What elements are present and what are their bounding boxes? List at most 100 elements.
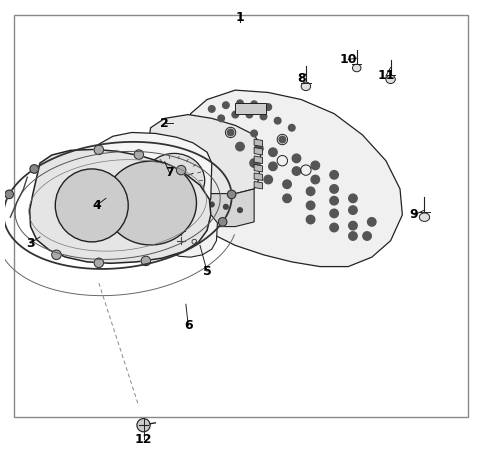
Ellipse shape: [420, 213, 430, 221]
Circle shape: [311, 161, 320, 169]
Circle shape: [330, 223, 338, 232]
Circle shape: [306, 201, 315, 210]
Circle shape: [348, 194, 357, 202]
Text: 4: 4: [92, 199, 101, 212]
Polygon shape: [254, 148, 263, 155]
Circle shape: [275, 118, 281, 124]
Circle shape: [200, 209, 204, 213]
Circle shape: [251, 130, 257, 137]
Circle shape: [330, 170, 338, 179]
Circle shape: [5, 190, 13, 199]
Circle shape: [246, 111, 252, 118]
Circle shape: [177, 165, 186, 175]
Polygon shape: [151, 160, 254, 227]
Circle shape: [209, 202, 214, 207]
Circle shape: [292, 167, 300, 175]
Circle shape: [368, 218, 376, 226]
Polygon shape: [167, 210, 217, 257]
Circle shape: [265, 104, 272, 110]
Ellipse shape: [100, 158, 152, 205]
Text: 11: 11: [377, 69, 395, 83]
Polygon shape: [148, 115, 261, 194]
Polygon shape: [145, 185, 151, 191]
Circle shape: [283, 194, 291, 202]
Circle shape: [306, 187, 315, 195]
Ellipse shape: [55, 169, 128, 242]
Circle shape: [250, 159, 258, 167]
Circle shape: [237, 100, 243, 107]
Circle shape: [254, 144, 263, 153]
Circle shape: [141, 256, 151, 266]
Text: 7: 7: [165, 166, 174, 179]
Circle shape: [260, 113, 267, 120]
Circle shape: [218, 115, 225, 122]
Circle shape: [224, 204, 228, 209]
Circle shape: [52, 250, 61, 260]
Text: 6: 6: [184, 319, 192, 332]
Circle shape: [330, 196, 338, 205]
Circle shape: [348, 221, 357, 230]
Circle shape: [348, 206, 357, 214]
Circle shape: [251, 101, 257, 108]
Circle shape: [223, 102, 229, 109]
Text: 12: 12: [135, 433, 152, 446]
Circle shape: [348, 232, 357, 240]
Circle shape: [137, 419, 150, 432]
Circle shape: [30, 165, 38, 173]
Circle shape: [191, 199, 195, 203]
Polygon shape: [181, 90, 402, 267]
Bar: [14, 15, 468, 417]
Circle shape: [228, 129, 234, 136]
Polygon shape: [145, 215, 151, 221]
Circle shape: [228, 190, 236, 199]
Circle shape: [134, 150, 144, 159]
Polygon shape: [96, 133, 212, 226]
Circle shape: [264, 175, 273, 184]
Ellipse shape: [301, 82, 311, 91]
Text: 2: 2: [160, 117, 169, 129]
Polygon shape: [254, 164, 263, 172]
Circle shape: [208, 106, 215, 112]
Text: 8: 8: [297, 72, 305, 85]
Ellipse shape: [105, 161, 196, 245]
Ellipse shape: [352, 64, 361, 72]
Circle shape: [94, 258, 104, 268]
Circle shape: [292, 154, 300, 162]
Circle shape: [283, 180, 291, 188]
Circle shape: [238, 208, 242, 212]
Circle shape: [172, 203, 177, 208]
Circle shape: [279, 136, 286, 143]
Ellipse shape: [144, 153, 204, 208]
Circle shape: [94, 145, 104, 155]
Text: 10: 10: [339, 53, 357, 66]
Circle shape: [311, 175, 320, 184]
Circle shape: [330, 209, 338, 218]
Circle shape: [186, 206, 191, 211]
Circle shape: [269, 162, 277, 170]
FancyBboxPatch shape: [235, 103, 266, 114]
Polygon shape: [30, 150, 211, 263]
Text: 1: 1: [236, 11, 244, 24]
Polygon shape: [145, 177, 151, 183]
Ellipse shape: [386, 75, 396, 84]
Polygon shape: [254, 181, 263, 189]
Circle shape: [330, 185, 338, 193]
Text: 9: 9: [410, 208, 419, 221]
Circle shape: [236, 143, 244, 151]
Text: 5: 5: [203, 265, 211, 278]
Polygon shape: [145, 170, 151, 176]
Circle shape: [306, 215, 315, 224]
Polygon shape: [145, 208, 151, 213]
Circle shape: [288, 125, 295, 131]
Circle shape: [172, 195, 177, 200]
Circle shape: [363, 232, 372, 240]
Polygon shape: [145, 193, 151, 198]
Polygon shape: [145, 200, 151, 206]
Polygon shape: [254, 139, 263, 147]
Text: 3: 3: [26, 236, 35, 250]
Circle shape: [218, 218, 227, 226]
Polygon shape: [254, 173, 263, 180]
Circle shape: [232, 111, 239, 118]
Polygon shape: [254, 156, 263, 163]
Circle shape: [269, 148, 277, 156]
